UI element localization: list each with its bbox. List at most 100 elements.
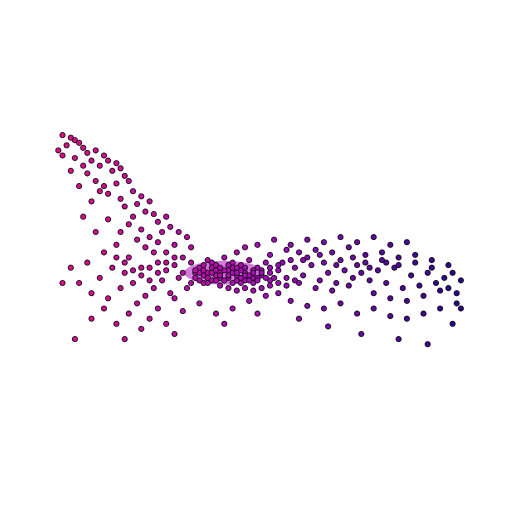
data-point (374, 267, 381, 274)
data-point (420, 310, 427, 317)
data-point (59, 132, 66, 139)
data-point (109, 264, 116, 271)
data-point (312, 285, 319, 292)
data-point (254, 277, 261, 284)
data-point (171, 254, 178, 261)
data-point (221, 254, 228, 261)
data-point (167, 223, 174, 230)
data-point (134, 200, 141, 208)
data-point (188, 259, 195, 266)
data-point (262, 259, 269, 266)
data-point (225, 262, 232, 269)
data-point (370, 305, 377, 312)
data-point (233, 269, 240, 276)
data-point (212, 277, 220, 284)
data-point (179, 269, 186, 276)
data-point (92, 177, 99, 185)
data-point (275, 290, 282, 297)
data-point (320, 305, 327, 312)
data-point (142, 208, 149, 215)
data-point (349, 274, 356, 281)
data-point (146, 315, 153, 322)
data-point (387, 241, 394, 248)
data-point (370, 234, 377, 241)
data-point (96, 188, 103, 195)
data-point (67, 167, 74, 174)
data-point (354, 310, 361, 317)
data-point (117, 285, 124, 292)
data-point (316, 277, 323, 284)
data-point (105, 157, 112, 164)
data-point (304, 302, 311, 309)
data-point (138, 264, 145, 271)
data-point (125, 254, 132, 261)
data-point (241, 285, 249, 292)
data-point (246, 297, 253, 304)
data-point (200, 267, 207, 274)
data-point (163, 213, 170, 220)
data-point (337, 257, 344, 264)
data-point (457, 305, 464, 312)
data-point (399, 285, 406, 292)
data-point (84, 259, 91, 266)
data-point (378, 249, 386, 256)
data-point (88, 198, 95, 205)
data-point (59, 279, 66, 287)
data-point (129, 188, 137, 195)
data-point (287, 297, 294, 304)
data-point (129, 279, 137, 287)
data-point (233, 264, 240, 271)
data-point (437, 305, 444, 312)
data-point (358, 330, 365, 338)
data-point (241, 272, 249, 279)
data-point (449, 320, 456, 327)
data-point (84, 149, 91, 156)
data-point (391, 264, 398, 271)
data-point (266, 269, 274, 276)
data-point (71, 137, 78, 144)
data-point (121, 203, 128, 210)
data-point (113, 254, 120, 261)
data-point (208, 259, 215, 266)
data-point (325, 323, 332, 330)
data-point (129, 213, 137, 220)
data-point (204, 279, 211, 287)
data-point (146, 234, 153, 241)
data-point (142, 244, 149, 251)
data-point (337, 300, 344, 307)
data-point (221, 277, 228, 284)
data-point (345, 244, 352, 251)
data-point (333, 279, 340, 287)
data-point (138, 193, 145, 200)
data-point (370, 290, 377, 297)
data-point (179, 308, 186, 315)
data-point (71, 336, 78, 343)
data-point (159, 228, 166, 236)
data-point (241, 264, 249, 271)
data-point (150, 285, 157, 292)
data-point (150, 249, 157, 256)
data-point (349, 254, 356, 261)
data-point (254, 241, 261, 248)
data-point (416, 282, 423, 289)
data-point (76, 183, 83, 190)
data-point (63, 142, 70, 149)
data-point (262, 292, 269, 299)
data-point (121, 336, 128, 343)
data-point (113, 160, 120, 167)
data-point (142, 292, 149, 299)
data-point (233, 249, 240, 256)
data-point (366, 277, 373, 284)
data-point (366, 264, 373, 271)
data-point (100, 183, 108, 190)
data-point (316, 251, 323, 258)
data-point (271, 274, 278, 281)
data-point (403, 239, 410, 246)
data-point (395, 254, 402, 261)
data-point (117, 228, 124, 236)
data-point (275, 279, 282, 287)
data-point (217, 272, 224, 279)
data-point (387, 295, 394, 302)
data-point (171, 241, 178, 248)
data-point (121, 172, 128, 179)
